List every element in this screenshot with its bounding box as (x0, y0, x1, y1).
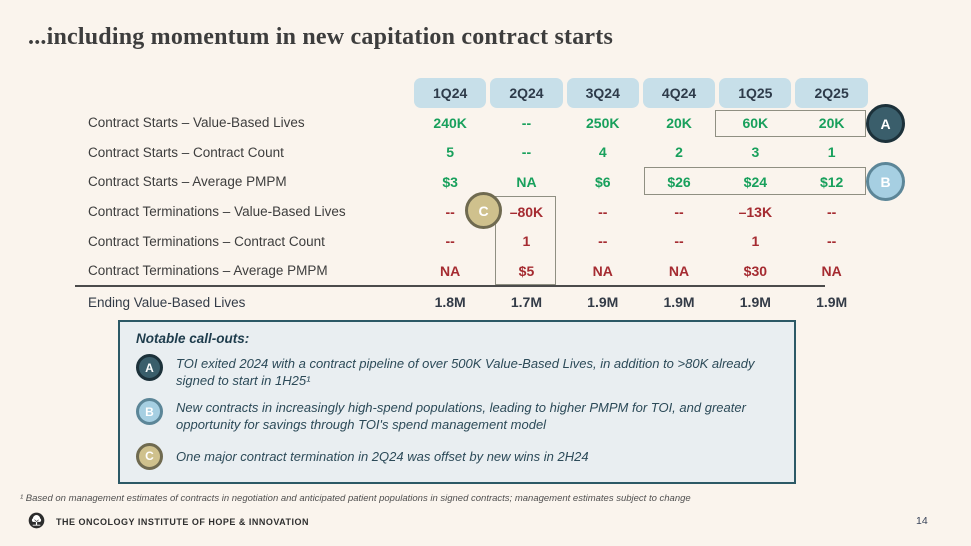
callout-item-c: C One major contract termination in 2Q24… (136, 442, 780, 470)
table-cell: NA (821, 262, 842, 279)
notable-callouts-box: Notable call-outs: A TOI exited 2024 wit… (118, 320, 796, 484)
highlight-box-c (495, 196, 556, 285)
table-corner (78, 78, 412, 108)
column-header-4q24: 4Q24 (642, 78, 716, 108)
table-cell: $30 (743, 262, 768, 279)
column-header-2q24: 2Q24 (490, 78, 563, 108)
callout-item-a: A TOI exited 2024 with a contract pipeli… (136, 354, 780, 389)
marker-c-badge: C (465, 192, 502, 229)
marker-a-badge: A (866, 104, 905, 143)
table-cell: -- (445, 233, 455, 250)
table-cell: 1.9M (739, 294, 771, 311)
marker-a-badge: A (136, 354, 163, 381)
table-cell: $6 (594, 173, 611, 190)
table-cell: -- (826, 233, 837, 250)
column-header-1q24: 1Q24 (414, 78, 487, 108)
table-cell: 1.9M (816, 294, 848, 311)
table-cell: $3 (442, 173, 458, 190)
row-label-terms-pmpm: Contract Terminations – Average PMPM (88, 263, 328, 279)
table-cell: NA (516, 173, 537, 190)
row-label-ending-lives: Ending Value-Based Lives (88, 294, 246, 310)
callout-text-c: One major contract termination in 2Q24 w… (176, 449, 589, 465)
marker-b-badge: B (136, 398, 163, 426)
table-cell: 1 (522, 233, 531, 250)
table-cell: $24 (743, 173, 768, 190)
row-label-starts-count: Contract Starts – Contract Count (88, 144, 284, 160)
table-cell: -- (674, 203, 684, 220)
column-header-3q24: 3Q24 (566, 78, 639, 108)
column-header-2q25: 2Q25 (795, 78, 868, 108)
table-cell: 20K (818, 114, 845, 131)
row-label-terms-count: Contract Terminations – Contract Count (88, 233, 325, 249)
table-cell: 250K (586, 114, 620, 131)
table-cell: –13K (738, 203, 773, 220)
table-cell: NA (440, 262, 461, 279)
table-cell: -- (598, 233, 608, 250)
page-title: ...including momentum in new capitation … (28, 24, 613, 50)
callout-text-b: New contracts in increasingly high-spend… (176, 400, 746, 433)
highlight-box-a (715, 110, 866, 137)
table-cell: 60K (742, 114, 769, 131)
table-cell: -- (445, 203, 455, 220)
table-cell: -- (598, 203, 608, 220)
table-cell: $26 (667, 173, 691, 190)
column-header-1q25: 1Q25 (719, 78, 792, 108)
table-cell: 2 (675, 144, 683, 161)
table-cell: NA (592, 262, 613, 279)
page-number: 14 (916, 515, 928, 527)
table-cell: 1 (751, 233, 760, 250)
table-cell: 1.9M (663, 294, 695, 311)
table-cell: 1.9M (587, 294, 619, 311)
table-cell: 240K (433, 114, 467, 131)
footnote: ¹ Based on management estimates of contr… (20, 493, 691, 504)
table-cell: $5 (518, 262, 535, 279)
callout-item-b: B New contracts in increasingly high-spe… (136, 398, 780, 433)
table-cell: -- (674, 233, 684, 250)
highlight-box-b (644, 167, 866, 195)
footer-brand-text: THE ONCOLOGY INSTITUTE OF HOPE & INNOVAT… (56, 517, 310, 527)
callouts-title: Notable call-outs: (136, 331, 250, 346)
table-cell: -- (521, 114, 532, 131)
table-cell: -- (521, 144, 532, 161)
row-label-starts-pmpm: Contract Starts – Average PMPM (88, 174, 287, 190)
table-separator-line (75, 285, 825, 287)
table-cell: 1.7M (510, 294, 542, 311)
table-cell: 4 (598, 144, 607, 161)
table-cell: -- (826, 203, 837, 220)
callout-text-a: TOI exited 2024 with a contract pipeline… (176, 356, 755, 389)
table-cell: 1.8M (434, 294, 466, 311)
table-cell: –80K (509, 203, 544, 220)
table-cell: $12 (819, 173, 844, 190)
marker-b-badge: B (866, 162, 905, 201)
table-cell: NA (668, 262, 690, 279)
table-cell: 3 (751, 144, 760, 161)
table-cell: 1 (827, 144, 836, 161)
table-cell: 20K (666, 114, 692, 131)
table-cell: 5 (446, 144, 455, 161)
marker-c-badge: C (136, 442, 163, 470)
row-label-starts-lives: Contract Starts – Value-Based Lives (88, 115, 305, 131)
row-label-terms-lives: Contract Terminations – Value-Based Live… (88, 204, 346, 220)
toi-logo-icon (28, 512, 45, 529)
capitation-table: 1Q24 2Q24 3Q24 4Q24 1Q25 2Q25 Contract S… (78, 78, 870, 316)
